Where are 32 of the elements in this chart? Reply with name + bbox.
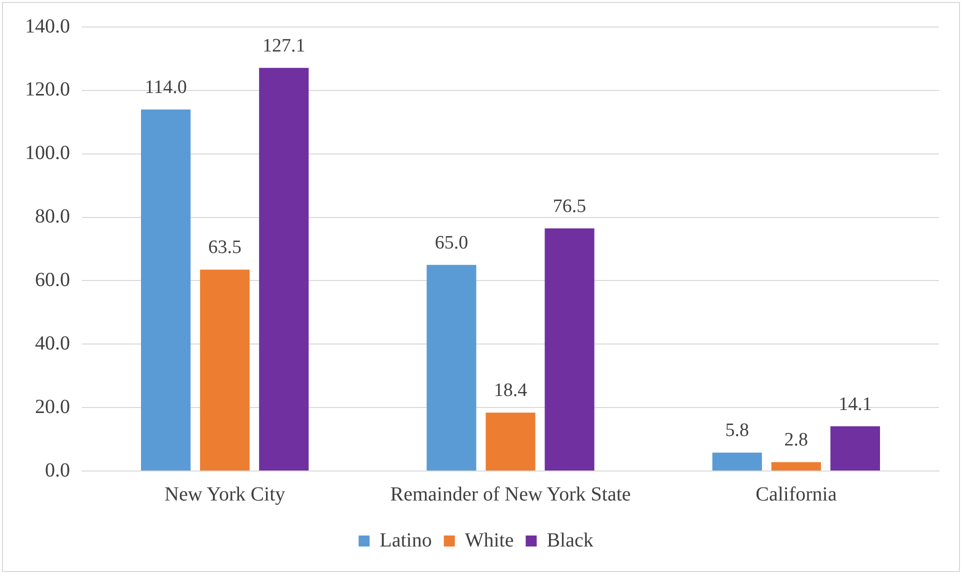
bar	[830, 426, 880, 470]
x-tick-label: California	[756, 483, 837, 506]
bar	[426, 264, 476, 470]
data-label: 127.1	[262, 35, 306, 56]
y-tick-label: 100.0	[25, 142, 70, 164]
bar	[712, 452, 762, 470]
bar	[141, 109, 191, 470]
data-label: 65.0	[434, 232, 468, 254]
data-label: 76.5	[552, 196, 586, 217]
legend-label: Black	[546, 529, 594, 552]
bar	[259, 68, 309, 470]
x-tick-label: Remainder of New York State	[390, 483, 631, 506]
y-tick-label: 140.0	[25, 15, 70, 38]
legend-label: White	[464, 529, 514, 552]
y-tick-label: 0.0	[45, 459, 70, 482]
bar	[544, 228, 594, 470]
data-label: 63.5	[208, 237, 242, 258]
y-tick-label: 40.0	[35, 332, 70, 354]
bar	[771, 462, 821, 470]
data-label: 5.8	[725, 420, 750, 442]
legend-label: Latino	[380, 529, 432, 552]
bar	[486, 412, 536, 470]
data-label: 114.0	[144, 76, 187, 98]
data-label: 18.4	[494, 380, 528, 402]
data-label: 14.1	[838, 394, 872, 415]
x-tick-label: New York City	[164, 483, 286, 506]
y-tick-label: 80.0	[35, 206, 70, 228]
data-label: 2.8	[784, 430, 808, 451]
y-tick-label: 120.0	[25, 78, 70, 101]
y-tick-label: 20.0	[35, 396, 70, 418]
y-tick-label: 60.0	[35, 268, 70, 291]
bar	[200, 270, 250, 470]
